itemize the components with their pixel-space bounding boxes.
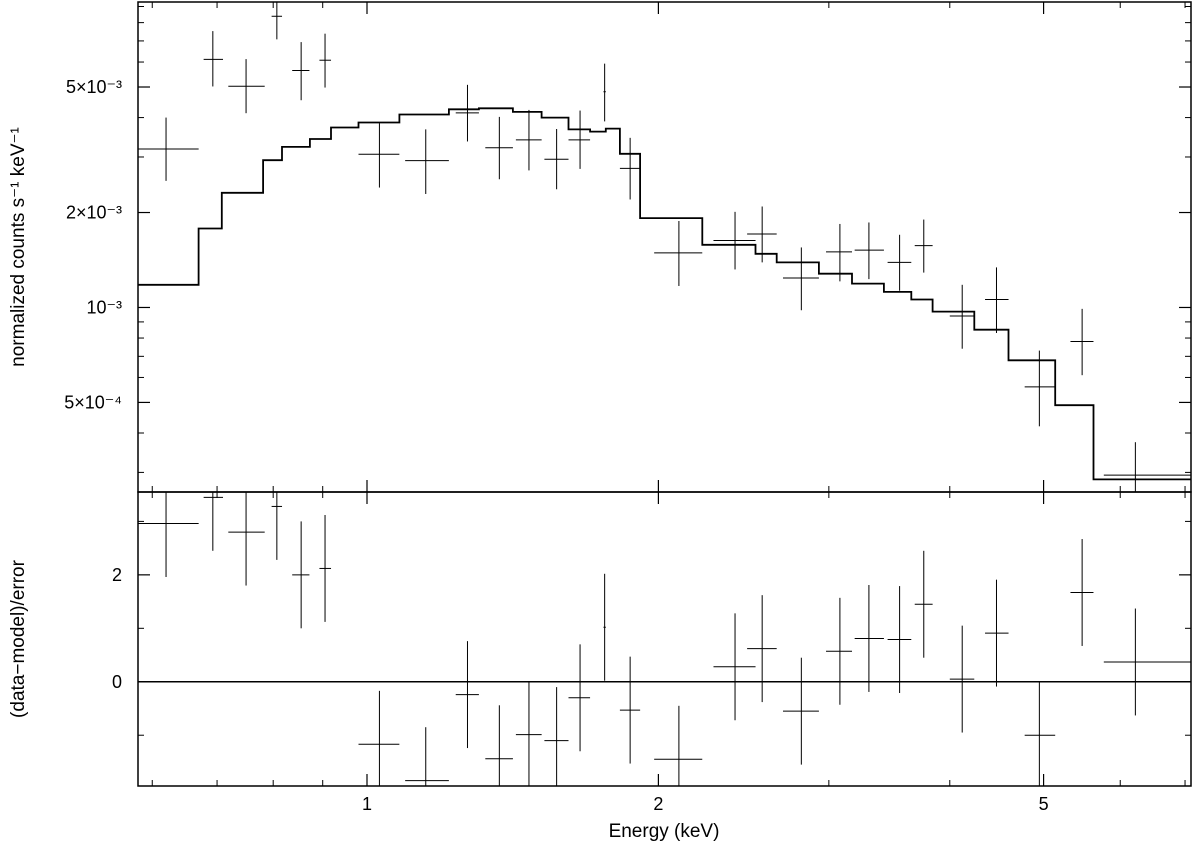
spectrum-data-points: [138, 2, 1191, 492]
data-point: [568, 110, 591, 169]
data-point: [515, 109, 542, 171]
residual-point: [455, 641, 479, 749]
residual-point: [713, 613, 756, 721]
data-point: [292, 42, 310, 101]
spectrum-y-tick-labels: 5×10⁻⁴ 10⁻³ 2×10⁻³ 5×10⁻³: [64, 77, 122, 412]
data-point: [358, 123, 400, 188]
residual-point: [271, 492, 283, 560]
data-point: [1103, 442, 1191, 492]
spectrum-y-axis-label: normalized counts s⁻¹ keV⁻¹: [8, 127, 29, 367]
y-tick-label: 0: [112, 672, 122, 692]
residuals-y-axis-label: (data−model)/error: [8, 559, 29, 718]
residual-point: [949, 625, 975, 733]
data-point: [228, 59, 265, 114]
residual-point: [568, 644, 591, 752]
data-point: [603, 63, 606, 122]
residuals-axis-ticks: [138, 492, 1191, 786]
residual-point: [747, 595, 777, 703]
residual-point: [138, 492, 199, 577]
residual-point: [1070, 539, 1094, 646]
residual-point: [603, 573, 606, 681]
data-point: [271, 2, 283, 40]
residual-point: [619, 656, 641, 764]
residual-point: [358, 690, 400, 786]
spectrum-panel: 5×10⁻⁴ 10⁻³ 2×10⁻³ 5×10⁻³ normalized counts…: [8, 1, 1192, 493]
data-point: [405, 129, 449, 194]
residual-point: [1103, 608, 1191, 716]
residual-point: [914, 550, 933, 658]
residual-data-points: [138, 492, 1191, 786]
residual-point: [826, 597, 853, 705]
model-histogram: [138, 107, 1191, 481]
y-tick-label: 2×10⁻³: [66, 203, 122, 223]
data-point: [782, 247, 819, 311]
data-point: [138, 117, 199, 181]
data-point: [854, 222, 884, 280]
data-point: [203, 31, 224, 87]
residual-point: [228, 492, 265, 586]
residual-point: [292, 521, 310, 629]
x-tick-label: 5: [1039, 794, 1049, 814]
residual-point: [405, 727, 449, 786]
x-tick-label: 1: [362, 794, 372, 814]
residual-point: [1024, 681, 1056, 786]
data-point: [1070, 308, 1094, 376]
spectrum-axis-ticks: [138, 2, 1191, 492]
residual-point: [319, 514, 332, 622]
data-point: [1024, 350, 1056, 427]
residuals-tick-labels: 1 2 5 0 2: [112, 565, 1049, 814]
residual-point: [515, 681, 542, 786]
data-point: [654, 221, 703, 286]
residual-point: [985, 579, 1009, 687]
y-tick-label: 5×10⁻³: [66, 77, 122, 97]
residual-point: [854, 585, 884, 692]
residual-point: [782, 657, 819, 765]
residuals-plot-frame: [137, 491, 1192, 787]
residual-point: [887, 586, 912, 693]
x-axis-label: Energy (keV): [609, 821, 720, 842]
y-tick-label: 5×10⁻⁴: [64, 392, 122, 412]
data-point: [485, 116, 513, 180]
data-point: [619, 137, 641, 200]
residuals-panel: 1 2 5 0 2 (data−model)/error Energy (keV): [8, 491, 1192, 842]
data-point: [949, 284, 975, 349]
residual-point: [654, 705, 703, 786]
residual-point: [544, 687, 569, 786]
data-point: [747, 206, 777, 263]
x-tick-label: 2: [653, 794, 663, 814]
data-point: [544, 128, 569, 190]
data-point: [319, 33, 332, 88]
spectrum-plot-frame: [137, 1, 1192, 493]
residual-point: [485, 705, 513, 786]
residual-point: [203, 492, 224, 551]
data-point: [887, 234, 912, 291]
y-tick-label: 2: [112, 565, 122, 585]
data-point: [455, 84, 479, 142]
y-tick-label: 10⁻³: [86, 297, 122, 317]
data-point: [713, 211, 756, 270]
data-point: [985, 267, 1009, 333]
data-point: [914, 219, 933, 273]
data-point: [826, 223, 853, 282]
